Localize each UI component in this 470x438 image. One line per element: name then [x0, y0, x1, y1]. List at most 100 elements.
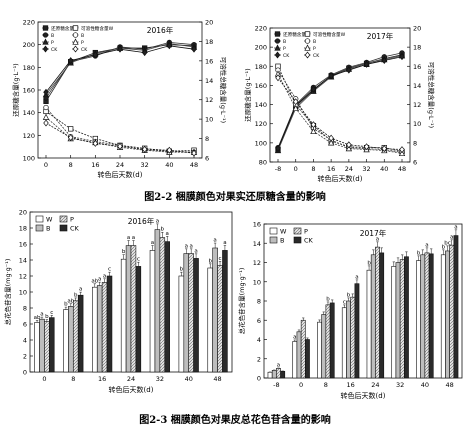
y-right-tick-label: 14 — [205, 77, 213, 85]
legend-label: 可溶性糖含量W — [313, 31, 346, 38]
y-tick-label: 100 — [23, 155, 35, 163]
significance-label: a — [156, 218, 159, 224]
y-right-tick-label: 10 — [205, 116, 213, 124]
significance-label: b — [347, 292, 351, 298]
y-right-tick-label: 12 — [413, 101, 421, 109]
data-point-CK — [43, 88, 49, 96]
significance-label: a — [293, 334, 296, 340]
significance-label: a — [40, 312, 43, 318]
legend-marker — [42, 45, 49, 53]
series-line-B-left — [277, 52, 403, 148]
significance-label: a — [103, 273, 106, 279]
data-point-CK — [381, 57, 388, 65]
bar-P — [130, 245, 137, 373]
bar-W — [207, 267, 213, 373]
x-tick-label: 24 — [127, 375, 135, 383]
data-point-CK — [363, 143, 370, 151]
bar-W — [178, 275, 185, 373]
series-line-P-right — [277, 73, 403, 154]
x-tick-label: 40 — [165, 161, 173, 169]
significance-label: b — [122, 249, 126, 255]
bar-CK — [428, 253, 434, 379]
y-tick-label: 80 — [259, 159, 267, 167]
significance-label: a — [213, 238, 216, 244]
bar-B — [68, 306, 74, 373]
bar-W — [292, 341, 298, 379]
bar-W — [267, 371, 273, 379]
y-right-tick-label: 20 — [205, 19, 213, 27]
x-tick-label: 48 — [190, 161, 198, 169]
significance-label: a — [189, 243, 192, 249]
significance-label: b — [208, 258, 212, 264]
significance-label: c — [50, 310, 53, 316]
bar-CK — [280, 370, 286, 379]
legend-label: CK — [313, 53, 320, 59]
data-point-CK — [399, 146, 405, 154]
data-point-P — [398, 149, 406, 157]
significance-label: a — [151, 240, 154, 246]
bar-CK — [404, 256, 409, 379]
y-right-tick-label: 8 — [205, 135, 209, 143]
data-point-CK — [328, 134, 334, 142]
y-right-tick-label: 8 — [413, 139, 417, 147]
y-right-tick-label: 18 — [413, 44, 421, 52]
bar-P — [276, 368, 281, 379]
bar-B — [96, 285, 103, 373]
data-point-CK — [381, 145, 388, 153]
data-point-CK — [141, 145, 148, 153]
data-point-CK — [92, 51, 99, 59]
chart-title: 2016年 — [147, 25, 174, 35]
y-tick-label: 4 — [23, 337, 27, 345]
figure-2-3-caption: 图2-3 梱膜颜色对果皮总花色苷含量的影响 — [139, 413, 331, 426]
y-tick-label: 2 — [257, 355, 261, 363]
y-axis-label: 还原糖含量(g·L⁻¹) — [243, 68, 252, 121]
bar-B — [183, 253, 190, 373]
bar-W — [34, 322, 40, 373]
bar-B — [346, 300, 351, 379]
bar-B — [154, 229, 161, 373]
y-right-axis-label: 可溶性总糖含量(g·L⁻¹) — [219, 57, 228, 123]
bar-P — [375, 246, 380, 379]
x-tick-label: 8 — [69, 161, 73, 169]
bar-W — [341, 307, 347, 379]
x-tick-label: 40 — [421, 381, 429, 389]
data-point-CK — [141, 49, 148, 57]
x-tick-label: 0 — [42, 375, 46, 383]
bar-W — [149, 250, 156, 373]
bar-B — [39, 318, 45, 373]
y-tick-label: 16 — [253, 221, 261, 229]
bar-P — [159, 237, 166, 373]
y-tick-label: 0 — [23, 369, 27, 377]
significance-label: a — [277, 362, 280, 368]
data-point-CK — [292, 98, 299, 106]
bar-CK — [453, 235, 459, 379]
legend-marker — [42, 25, 49, 31]
bar-W — [317, 321, 322, 379]
data-point-CK — [191, 45, 197, 53]
data-point-CK — [275, 145, 281, 153]
legend-label: W — [280, 228, 287, 236]
plot-frame — [37, 21, 203, 159]
bar-P — [101, 282, 108, 373]
x-tick-label: 16 — [327, 165, 335, 173]
legend-marker — [42, 38, 49, 45]
bar-CK — [164, 241, 170, 373]
significance-label: a — [132, 235, 135, 241]
legend-label: B — [51, 33, 54, 39]
legend-label: B — [46, 225, 50, 233]
x-tick-label: -8 — [275, 165, 281, 173]
x-tick-label: 16 — [91, 161, 99, 169]
significance-label: ab — [34, 315, 41, 321]
y-tick-label: 120 — [255, 120, 267, 128]
x-tick-label: 48 — [445, 381, 453, 389]
y-right-tick-label: 16 — [413, 63, 421, 71]
y-tick-label: 16 — [19, 241, 27, 249]
significance-label: b — [442, 244, 446, 250]
data-point-CK — [166, 146, 173, 154]
y-tick-label: 220 — [255, 25, 267, 33]
legend-label: CK — [51, 47, 58, 53]
legend-label: P — [283, 46, 286, 52]
data-point-CK — [310, 85, 317, 93]
x-tick-label: 0 — [294, 165, 298, 173]
